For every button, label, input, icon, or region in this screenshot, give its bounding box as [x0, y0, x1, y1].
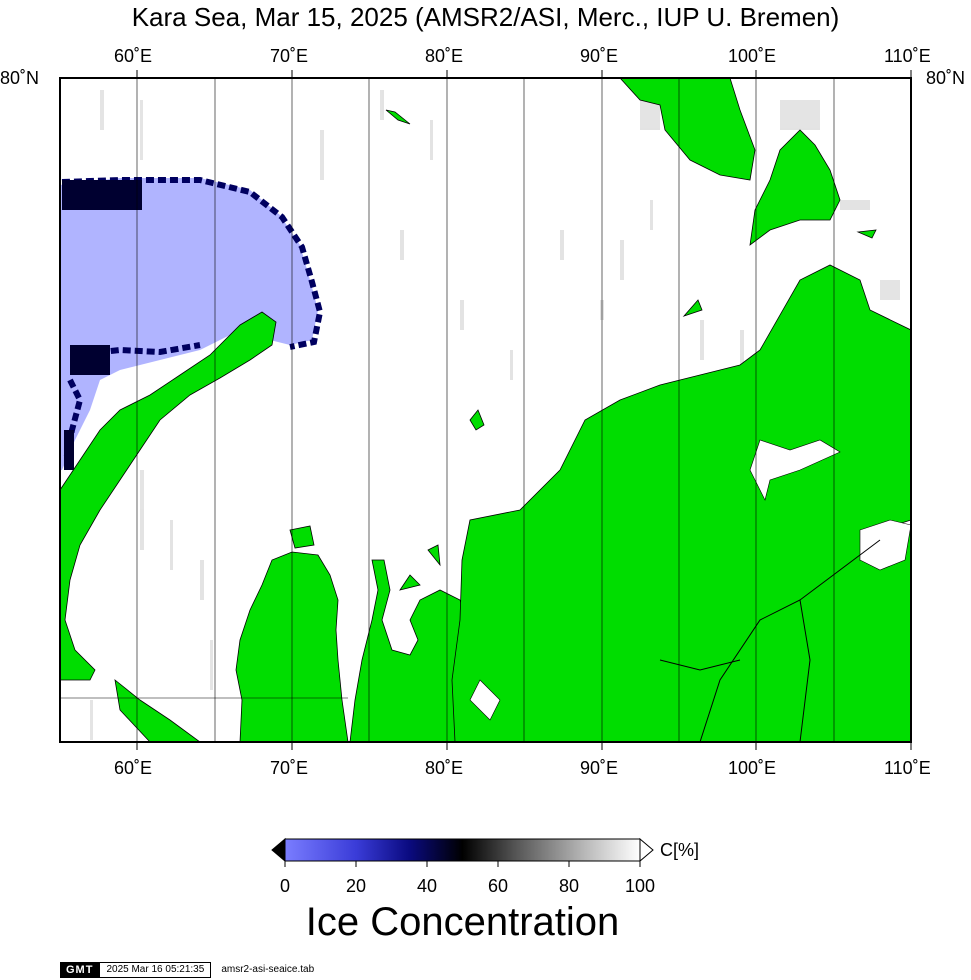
script-name: amsr2-asi-seaice.tab — [221, 964, 315, 975]
map-frame-border — [59, 77, 912, 743]
land-small-island-6 — [427, 544, 441, 567]
colorbar-title: Ice Concentration — [305, 900, 620, 944]
lon-label-top-100: 100˚E — [728, 46, 777, 66]
rivers — [659, 539, 881, 742]
inland-ice — [469, 439, 911, 721]
land — [60, 78, 911, 742]
colorbar-tick-20: 20 — [345, 876, 367, 896]
colorbar-tick-60: 60 — [487, 876, 509, 896]
ice-margin — [61, 177, 324, 461]
lon-label-top-60: 60˚E — [114, 46, 153, 66]
lon-label-top-70: 70˚E — [270, 46, 309, 66]
map-title: Kara Sea, Mar 15, 2025 (AMSR2/ASI, Merc.… — [131, 2, 840, 32]
land-severnaya-zemlya-1 — [619, 78, 756, 181]
land-small-island-7 — [114, 679, 201, 742]
meridians — [60, 78, 835, 742]
lat-label-left-80: 80˚N — [0, 68, 40, 88]
lon-label-bottom-110: 110˚E — [884, 758, 931, 778]
land-small-island-5 — [399, 574, 421, 591]
colorbar-tick-100: 100 — [624, 876, 656, 896]
colorbar — [271, 837, 654, 867]
colorbar-min-arrow — [271, 837, 286, 863]
land-small-island-8 — [289, 525, 315, 549]
lon-label-top-80: 80˚E — [425, 46, 464, 66]
lon-label-bottom-80: 80˚E — [425, 758, 464, 778]
colorbar-tick-80: 80 — [558, 876, 580, 896]
lon-label-top-110: 110˚E — [884, 46, 931, 66]
gmt-logo: GMT — [60, 962, 100, 978]
colorbar-tick-0: 0 — [279, 876, 290, 896]
land-small-island-2 — [682, 299, 703, 317]
colorbar-max-arrow — [639, 837, 654, 863]
lon-label-bottom-70: 70˚E — [270, 758, 309, 778]
lon-label-bottom-100: 100˚E — [728, 758, 777, 778]
land-severnaya-zemlya-2 — [749, 129, 841, 246]
ice-margin-dark — [62, 180, 142, 470]
land-small-island-1 — [385, 109, 411, 125]
timestamp: 2025 Mar 16 05:21:35 — [99, 962, 212, 978]
lon-label-bottom-60: 60˚E — [114, 758, 153, 778]
footer: GMT 2025 Mar 16 05:21:35 amsr2-asi-seaic… — [60, 962, 314, 978]
colorbar-tick-40: 40 — [416, 876, 438, 896]
lon-label-bottom-90: 90˚E — [580, 758, 619, 778]
axis-ticks — [136, 70, 912, 750]
open-water-region — [60, 178, 318, 470]
lon-label-top-90: 90˚E — [580, 46, 619, 66]
colorbar-gradient — [284, 838, 641, 862]
colorbar-unit-label: C[%] — [660, 840, 700, 860]
lat-label-right-80: 80˚N — [926, 68, 966, 88]
land-small-island-3 — [856, 229, 877, 239]
land-small-island-4 — [469, 409, 485, 431]
land-novaya-zemlya — [60, 311, 277, 681]
